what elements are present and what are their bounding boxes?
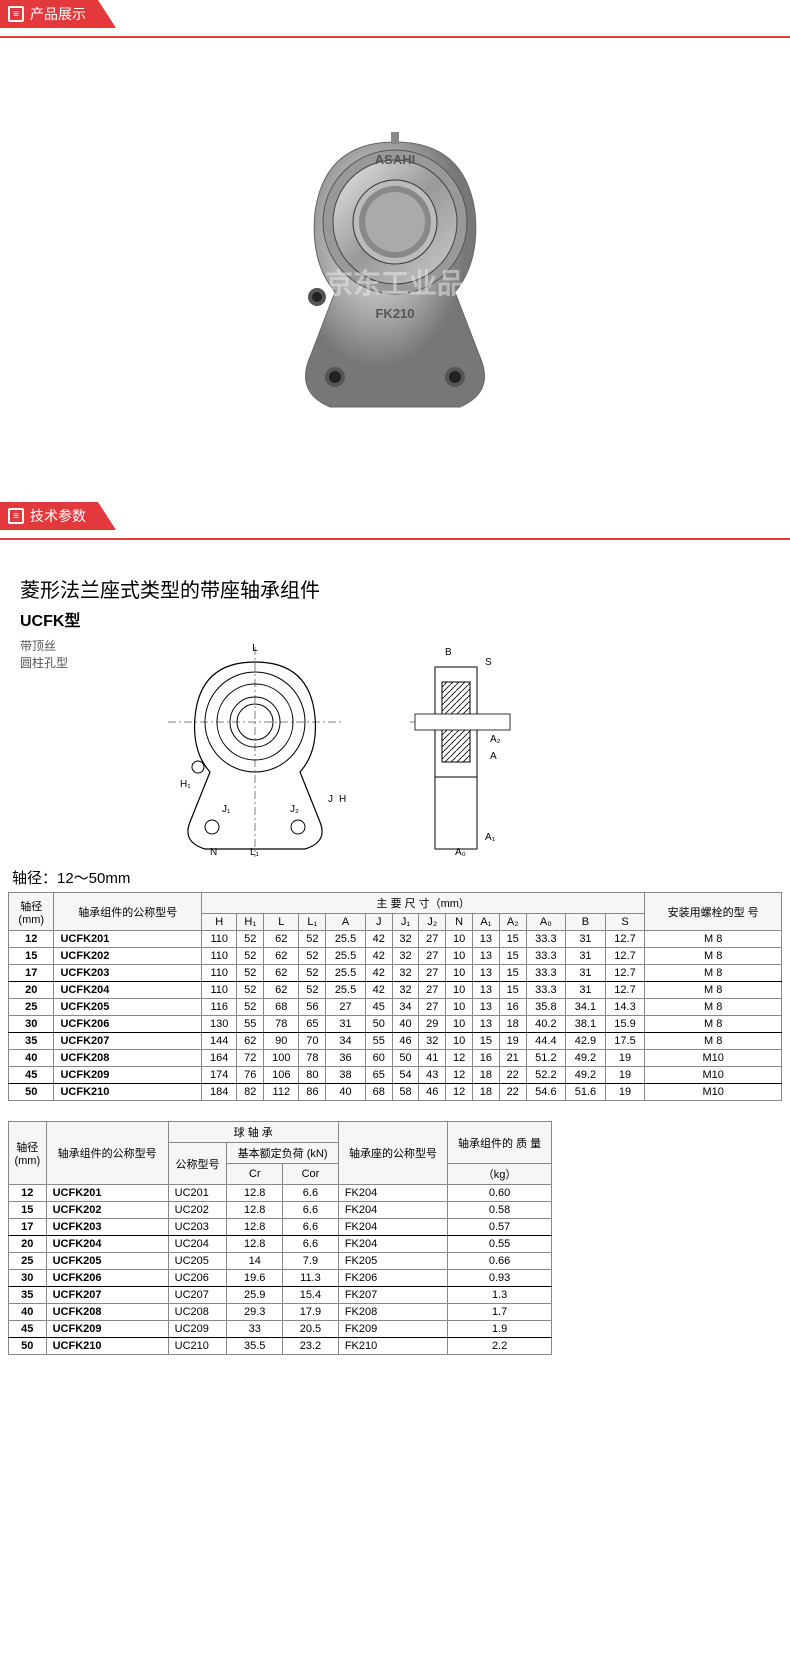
diagram-area: L H₁ J H J₁ J₂ N L₁ B S A₂ A A₁ A₀ [130, 637, 560, 857]
th-dim-col: J₂ [419, 914, 446, 931]
list-icon: ≡ [8, 6, 24, 22]
table-row: 17UCFK203UC20312.86.6FK2040.57 [9, 1219, 552, 1236]
table-row: 25UCFK205UC205147.9FK2050.66 [9, 1253, 552, 1270]
th-shaft2: 轴径(mm) [9, 1122, 47, 1185]
table-row: 40UCFK20816472100783660504112162151.249.… [9, 1050, 782, 1067]
table-row: 30UCFK206UC20619.611.3FK2060.93 [9, 1270, 552, 1287]
divider [0, 538, 790, 540]
shaft-range: 轴径：12～50mm [0, 857, 790, 892]
svg-text:J: J [328, 794, 333, 805]
svg-text:H₁: H₁ [180, 779, 191, 790]
th-dim-col: L₁ [299, 914, 326, 931]
product-display-tab: ≡ 产品展示 [0, 0, 98, 28]
th-ball: 球 轴 承 [168, 1122, 338, 1143]
th-mass-unit: （kg） [448, 1164, 552, 1185]
front-diagram: L H₁ J H J₁ J₂ N L₁ [150, 637, 360, 857]
th-ball-model: 公称型号 [168, 1143, 227, 1185]
watermark: 京东工业品 [325, 262, 465, 302]
th-dim-col: L [264, 914, 299, 931]
table-row: 45UCFK20917476106803865544312182252.249.… [9, 1067, 782, 1084]
table-row: 12UCFK201UC20112.86.6FK2040.60 [9, 1185, 552, 1202]
bearing-table: 轴径(mm) 轴承组件的公称型号 球 轴 承 轴承座的公称型号 轴承组件的 质 … [8, 1121, 552, 1355]
svg-text:J₂: J₂ [290, 804, 299, 815]
th-cr: Cr [227, 1164, 283, 1185]
product-image-area: 京东工业品 ASAHI FK210 [0, 62, 790, 502]
th-bolt: 安装用螺栓的型 号 [645, 893, 782, 931]
table-row: 25UCFK2051165268562745342710131635.834.1… [9, 999, 782, 1016]
table-row: 35UCFK207UC20725.915.4FK2071.3 [9, 1287, 552, 1304]
svg-text:S: S [485, 657, 492, 668]
th-dim-col: A₁ [473, 914, 500, 931]
table-row: 30UCFK2061305578653150402910131840.238.1… [9, 1016, 782, 1033]
product-display-title: 产品展示 [30, 4, 86, 24]
th-dim-col: H [202, 914, 237, 931]
th-model: 轴承组件的公称型号 [54, 893, 202, 931]
svg-text:B: B [445, 647, 452, 658]
tech-params-title: 技术参数 [30, 506, 86, 526]
table-row: 20UCFK20411052625225.542322710131533.331… [9, 982, 782, 999]
th-seat: 轴承座的公称型号 [338, 1122, 447, 1185]
table-row: 17UCFK20311052625225.542322710131533.331… [9, 965, 782, 982]
tech-note-1: 带顶丝 [0, 637, 130, 654]
tech-note-2: 圆柱孔型 [0, 654, 130, 671]
table-row: 50UCFK210UC21035.523.2FK2102.2 [9, 1338, 552, 1355]
th-dim-col: J [365, 914, 392, 931]
tech-title: 菱形法兰座式类型的带座轴承组件 [0, 564, 790, 607]
th-dim-col: A₂ [499, 914, 526, 931]
table-row: 20UCFK204UC20412.86.6FK2040.55 [9, 1236, 552, 1253]
side-diagram: B S A₂ A A₁ A₀ [390, 637, 540, 857]
svg-text:L₁: L₁ [250, 847, 260, 857]
th-load: 基本额定负荷 (kN) [227, 1143, 338, 1164]
model-label: FK210 [375, 306, 414, 321]
table-row: 45UCFK209UC2093320.5FK2091.9 [9, 1321, 552, 1338]
svg-text:L: L [252, 643, 258, 654]
th-dim-col: B [566, 914, 606, 931]
th-dim-col: A₀ [526, 914, 566, 931]
svg-text:A₀: A₀ [455, 847, 466, 857]
dimensions-table: 轴径(mm) 轴承组件的公称型号 主 要 尺 寸（mm） 安装用螺栓的型 号 H… [8, 892, 782, 1101]
brand-label: ASAHI [375, 152, 415, 167]
tech-params-header: ≡ 技术参数 [0, 502, 790, 530]
svg-text:J₁: J₁ [222, 804, 231, 815]
th-cor: Cor [283, 1164, 339, 1185]
table2-wrap: 轴径(mm) 轴承组件的公称型号 球 轴 承 轴承座的公称型号 轴承组件的 质 … [0, 1121, 560, 1375]
table-row: 15UCFK202UC20212.86.6FK2040.58 [9, 1202, 552, 1219]
th-dim-col: A [326, 914, 366, 931]
svg-text:A₁: A₁ [485, 832, 496, 843]
th-dim-col: N [446, 914, 473, 931]
tech-model: UCFK型 [0, 607, 790, 637]
table-row: 12UCFK20111052625225.542322710131533.331… [9, 931, 782, 948]
product-display-header: ≡ 产品展示 [0, 0, 790, 28]
table-row: 50UCFK21018482112864068584612182254.651.… [9, 1084, 782, 1101]
svg-text:H: H [339, 794, 346, 805]
th-dim-col: S [605, 914, 645, 931]
th-dims: 主 要 尺 寸（mm） [202, 893, 645, 914]
svg-text:N: N [210, 847, 217, 857]
svg-text:A₂: A₂ [490, 734, 501, 745]
list-icon: ≡ [8, 508, 24, 524]
table1-wrap: 轴径(mm) 轴承组件的公称型号 主 要 尺 寸（mm） 安装用螺栓的型 号 H… [0, 892, 790, 1121]
th-shaft: 轴径(mm) [9, 893, 54, 931]
table-row: 15UCFK20211052625225.542322710131533.331… [9, 948, 782, 965]
th-model2: 轴承组件的公称型号 [46, 1122, 168, 1185]
th-dim-col: J₁ [392, 914, 419, 931]
th-dim-col: H₁ [237, 914, 264, 931]
table-row: 35UCFK2071446290703455463210151944.442.9… [9, 1033, 782, 1050]
th-mass: 轴承组件的 质 量 [448, 1122, 552, 1164]
tech-params-tab: ≡ 技术参数 [0, 502, 98, 530]
divider [0, 36, 790, 38]
table-row: 40UCFK208UC20829.317.9FK2081.7 [9, 1304, 552, 1321]
svg-text:A: A [490, 751, 497, 762]
